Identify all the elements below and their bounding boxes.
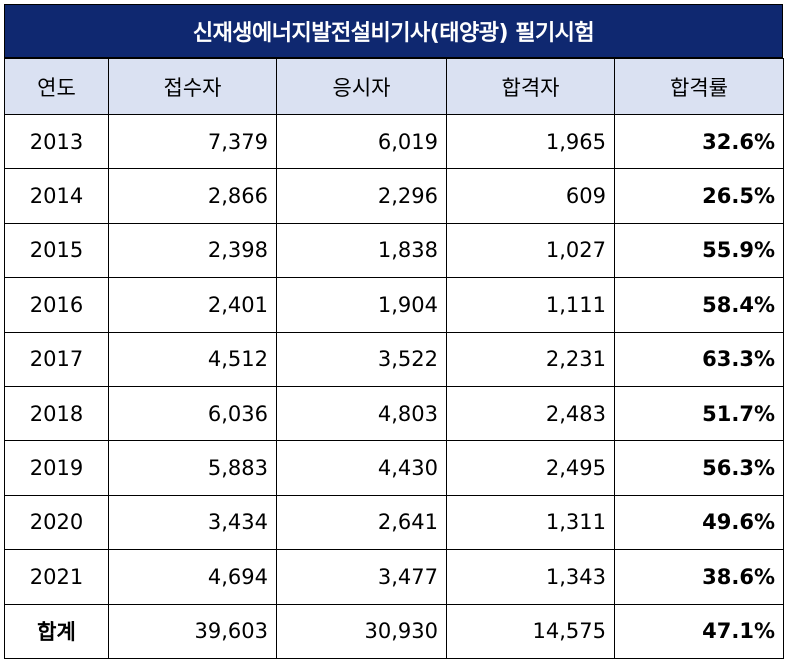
table-row: 2021 4,694 3,477 1,343 38.6%: [4, 549, 784, 605]
cell-passers: 2,483: [446, 385, 615, 442]
total-pass-rate: 47.1%: [614, 603, 784, 659]
total-row: 합계 39,603 30,930 14,575 47.1%: [4, 603, 784, 659]
exam-statistics-table-container: 신재생에너지발전설비기사(태양광) 필기시험 연도 접수자 응시자 합격자 합격…: [4, 4, 784, 659]
cell-examinees: 2,296: [276, 168, 447, 224]
cell-pass-rate: 38.6%: [614, 549, 784, 605]
cell-applicants: 2,401: [108, 277, 277, 333]
header-passers: 합격자: [446, 58, 615, 115]
cell-pass-rate: 63.3%: [614, 331, 784, 387]
total-passers: 14,575: [446, 603, 615, 659]
header-pass-rate: 합격률: [614, 58, 784, 115]
total-label: 합계: [4, 603, 109, 659]
table-row: 2020 3,434 2,641 1,311 49.6%: [4, 494, 784, 551]
cell-applicants: 2,398: [108, 222, 277, 279]
cell-year: 2019: [4, 440, 109, 496]
cell-applicants: 6,036: [108, 385, 277, 442]
header-year: 연도: [4, 58, 109, 115]
cell-applicants: 4,694: [108, 549, 277, 605]
total-applicants: 39,603: [108, 603, 277, 659]
cell-passers: 2,495: [446, 440, 615, 496]
cell-passers: 609: [446, 168, 615, 224]
cell-applicants: 3,434: [108, 494, 277, 551]
cell-year: 2016: [4, 277, 109, 333]
header-examinees: 응시자: [276, 58, 447, 115]
cell-pass-rate: 26.5%: [614, 168, 784, 224]
cell-passers: 1,965: [446, 113, 615, 170]
table-row: 2013 7,379 6,019 1,965 32.6%: [4, 113, 784, 170]
table-row: 2015 2,398 1,838 1,027 55.9%: [4, 222, 784, 279]
cell-year: 2020: [4, 494, 109, 551]
table-row: 2016 2,401 1,904 1,111 58.4%: [4, 277, 784, 333]
cell-examinees: 6,019: [276, 113, 447, 170]
cell-examinees: 2,641: [276, 494, 447, 551]
cell-pass-rate: 55.9%: [614, 222, 784, 279]
cell-year: 2021: [4, 549, 109, 605]
header-applicants: 접수자: [108, 58, 277, 115]
table-row: 2018 6,036 4,803 2,483 51.7%: [4, 385, 784, 442]
table-row: 2019 5,883 4,430 2,495 56.3%: [4, 440, 784, 496]
cell-examinees: 1,904: [276, 277, 447, 333]
table-title: 신재생에너지발전설비기사(태양광) 필기시험: [4, 4, 783, 58]
cell-pass-rate: 56.3%: [614, 440, 784, 496]
cell-examinees: 3,477: [276, 549, 447, 605]
table-row: 2017 4,512 3,522 2,231 63.3%: [4, 331, 784, 387]
cell-year: 2015: [4, 222, 109, 279]
cell-year: 2017: [4, 331, 109, 387]
table-row: 2014 2,866 2,296 609 26.5%: [4, 168, 784, 224]
cell-pass-rate: 58.4%: [614, 277, 784, 333]
cell-examinees: 3,522: [276, 331, 447, 387]
cell-pass-rate: 32.6%: [614, 113, 784, 170]
cell-applicants: 5,883: [108, 440, 277, 496]
total-examinees: 30,930: [276, 603, 447, 659]
cell-examinees: 4,803: [276, 385, 447, 442]
cell-applicants: 4,512: [108, 331, 277, 387]
cell-passers: 1,027: [446, 222, 615, 279]
cell-passers: 2,231: [446, 331, 615, 387]
cell-passers: 1,111: [446, 277, 615, 333]
cell-applicants: 7,379: [108, 113, 277, 170]
cell-examinees: 1,838: [276, 222, 447, 279]
cell-passers: 1,311: [446, 494, 615, 551]
cell-examinees: 4,430: [276, 440, 447, 496]
cell-year: 2018: [4, 385, 109, 442]
exam-statistics-table: 연도 접수자 응시자 합격자 합격률 2013 7,379 6,019 1,96…: [4, 58, 784, 659]
cell-year: 2014: [4, 168, 109, 224]
header-row: 연도 접수자 응시자 합격자 합격률: [4, 58, 784, 115]
cell-pass-rate: 51.7%: [614, 385, 784, 442]
cell-pass-rate: 49.6%: [614, 494, 784, 551]
cell-year: 2013: [4, 113, 109, 170]
cell-applicants: 2,866: [108, 168, 277, 224]
cell-passers: 1,343: [446, 549, 615, 605]
